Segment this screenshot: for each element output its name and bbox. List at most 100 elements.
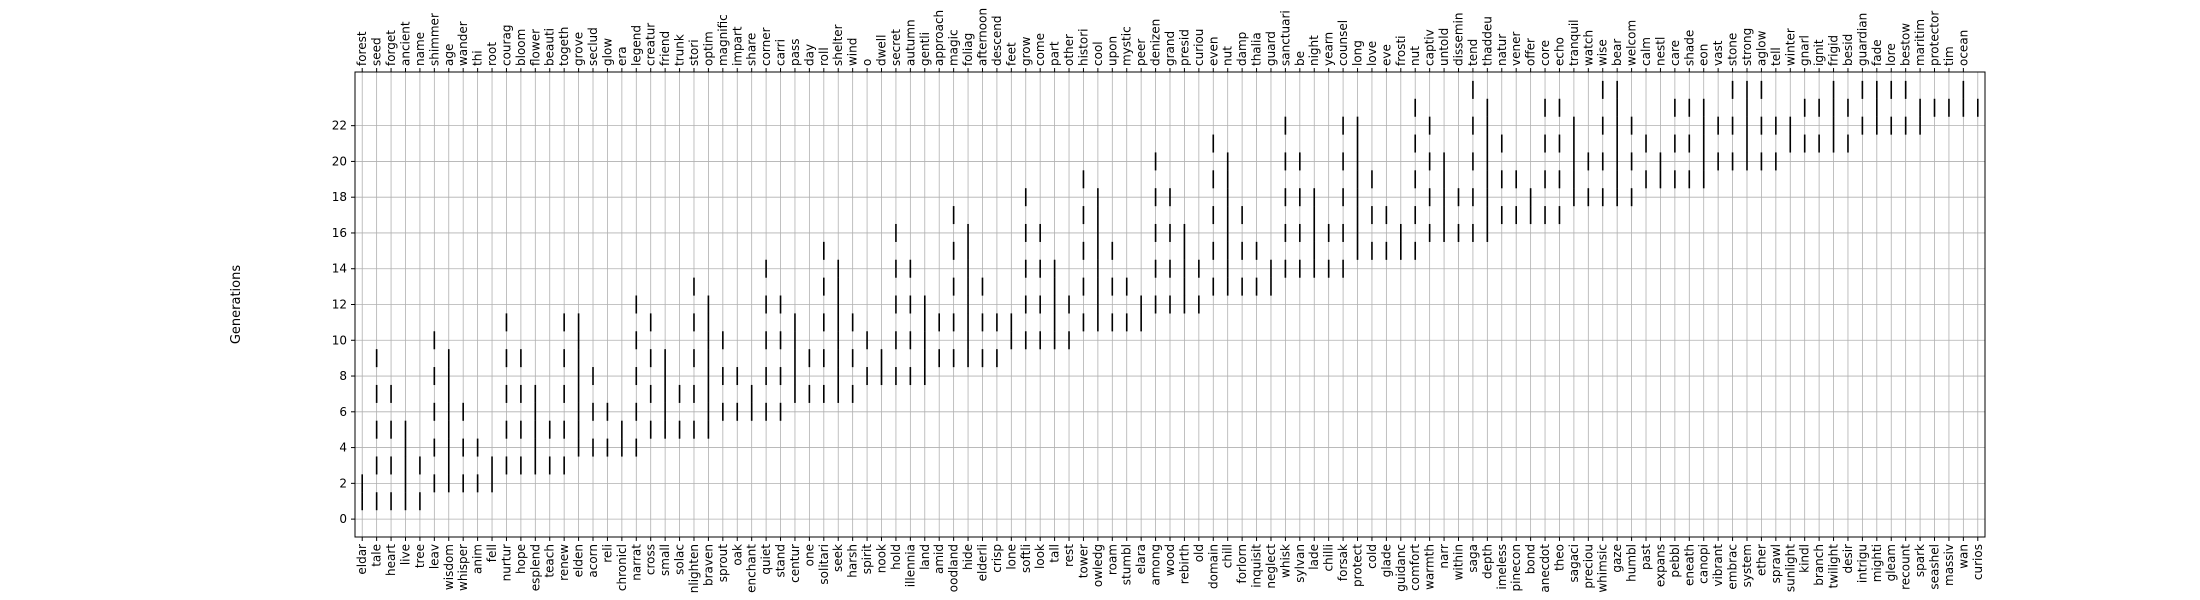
x-tick-label-top: ocean — [1956, 30, 1970, 66]
x-tick-label-top: seed — [370, 37, 384, 66]
x-tick-label-top: frigid — [1827, 35, 1841, 66]
x-tick-label-top: legend — [629, 25, 643, 66]
x-tick-label-top: name — [413, 32, 427, 66]
y-tick-label: 10 — [332, 333, 347, 347]
x-tick-label-top: thalia — [1250, 32, 1264, 66]
x-tick-label-top: forest — [355, 31, 369, 66]
x-tick-label-bottom: guidanc — [1394, 544, 1408, 592]
x-tick-label-bottom: gleam — [1884, 544, 1898, 581]
x-tick-label-top: counsel — [1336, 20, 1350, 66]
x-tick-label-top: stori — [687, 39, 701, 66]
x-tick-label-bottom: renew — [557, 544, 571, 581]
x-tick-label-top: winter — [1783, 28, 1797, 66]
x-tick-label-bottom: wood — [1163, 544, 1177, 576]
x-tick-label-top: creatur — [644, 23, 658, 66]
x-tick-label-bottom: nurtur — [499, 544, 513, 581]
y-tick-label: 2 — [339, 476, 347, 490]
x-tick-label-top: tend — [1466, 39, 1480, 66]
x-tick-label-bottom: comfort — [1408, 544, 1422, 591]
x-tick-label-bottom: roam — [1105, 544, 1119, 575]
x-tick-label-top: carri — [774, 39, 788, 66]
x-tick-label-top: day — [802, 44, 816, 66]
x-tick-label-top: untold — [1437, 28, 1451, 66]
x-tick-label-bottom: expans — [1653, 544, 1667, 587]
x-tick-label-bottom: theo — [1552, 544, 1566, 571]
x-tick-label-bottom: system — [1740, 544, 1754, 587]
x-tick-label-top: care — [1668, 40, 1682, 66]
x-tick-label-bottom: softli — [1019, 544, 1033, 573]
x-tick-label-top: guardian — [1855, 13, 1869, 66]
x-tick-label-bottom: elderli — [975, 544, 989, 581]
x-tick-label-top: calm — [1639, 37, 1653, 66]
x-tick-label-top: watch — [1581, 30, 1595, 66]
x-tick-label-bottom: eldar — [355, 544, 369, 575]
x-tick-label-top: root — [485, 42, 499, 66]
x-tick-label-bottom: solac — [673, 544, 687, 575]
y-tick-label: 14 — [332, 262, 347, 276]
x-tick-label-top: bestow — [1899, 23, 1913, 66]
x-tick-label-top: pass — [788, 39, 802, 66]
x-tick-label-top: wind — [846, 38, 860, 66]
x-tick-label-top: eon — [1697, 44, 1711, 66]
x-tick-label-top: tim — [1942, 46, 1956, 66]
x-tick-label-bottom: seashel — [1928, 544, 1942, 590]
x-tick-label-top: welcom — [1625, 20, 1639, 66]
x-tick-label-bottom: seek — [831, 544, 845, 572]
x-tick-label-bottom: rebirth — [1177, 544, 1191, 584]
x-tick-label-bottom: one — [802, 544, 816, 566]
x-tick-label-bottom: mighti — [1870, 544, 1884, 582]
x-tick-label-top: grand — [1163, 31, 1177, 66]
x-tick-label-bottom: depth — [1480, 544, 1494, 579]
x-tick-label-top: corner — [759, 27, 773, 66]
x-tick-label-bottom: forsak — [1336, 544, 1350, 581]
x-tick-label-bottom: wisdom — [442, 544, 456, 590]
x-tick-label-bottom: embrac — [1726, 544, 1740, 590]
x-tick-label-top: impart — [730, 26, 744, 66]
x-tick-label-bottom: intrigu — [1855, 544, 1869, 583]
x-tick-label-top: autumn — [903, 19, 917, 66]
x-tick-label-bottom: inquisit — [1250, 544, 1264, 588]
x-tick-label-bottom: glade — [1379, 544, 1393, 577]
y-tick-label: 18 — [332, 190, 347, 204]
x-tick-label-bottom: hope — [514, 544, 528, 574]
x-tick-label-top: upon — [1105, 36, 1119, 66]
x-tick-label-bottom: lone — [1004, 544, 1018, 570]
x-tick-label-top: other — [1062, 34, 1076, 66]
y-tick-label: 8 — [339, 369, 347, 383]
x-tick-label-bottom: forlorn — [1235, 544, 1249, 584]
x-tick-label-top: dissemin — [1451, 13, 1465, 66]
x-tick-label-bottom: nlighten — [687, 544, 701, 593]
x-tick-label-bottom: vibrant — [1711, 544, 1725, 587]
x-tick-label-bottom: humbl — [1625, 544, 1639, 582]
x-tick-label-top: approach — [932, 10, 946, 66]
x-tick-label-top: vast — [1711, 40, 1725, 66]
x-tick-label-top: wander — [456, 21, 470, 66]
y-axis: 0 2 4 6 8 10 12 14 16 18 20 22 — [332, 119, 355, 526]
x-tick-label-bottom: preciou — [1581, 544, 1595, 589]
y-tick-label: 6 — [339, 405, 347, 419]
x-tick-label-top: glow — [600, 38, 614, 66]
x-tick-label-top: vener — [1509, 32, 1523, 66]
x-tick-label-top: dwell — [875, 35, 889, 66]
x-tick-label-bottom: ether — [1754, 544, 1768, 576]
x-tick-label-top: afternoon — [975, 8, 989, 66]
x-tick-label-top: grow — [1019, 36, 1033, 66]
x-tick-label-top: share — [745, 33, 759, 66]
x-tick-label-bottom: stand — [774, 544, 788, 578]
x-tick-label-bottom: narrat — [629, 544, 643, 581]
bottom-tick-labels: eldar tale heart live tree leav wisdom whisper a… — [355, 537, 1985, 593]
x-tick-label-bottom: cold — [1365, 544, 1379, 569]
x-tick-label-top: presid — [1177, 29, 1191, 66]
x-tick-label-top: bear — [1610, 39, 1624, 66]
x-tick-label-top: sanctuari — [1278, 10, 1292, 66]
x-tick-label-top: descend — [990, 16, 1004, 66]
x-tick-label-bottom: bond — [1524, 544, 1538, 574]
x-tick-label-bottom: fell — [485, 544, 499, 562]
x-tick-label-top: aglow — [1754, 30, 1768, 66]
x-tick-label-bottom: rest — [1062, 544, 1076, 567]
x-tick-label-bottom: massiv — [1942, 544, 1956, 586]
x-tick-label-top: stone — [1726, 33, 1740, 66]
x-tick-label-bottom: eneath — [1682, 544, 1696, 586]
x-tick-label-bottom: sprout — [716, 544, 730, 582]
x-tick-label-bottom: domain — [1206, 544, 1220, 589]
